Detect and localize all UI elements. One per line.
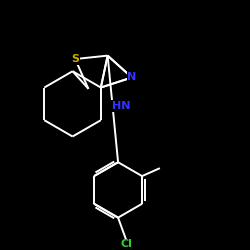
Text: N: N	[127, 72, 136, 83]
Text: N: N	[127, 72, 136, 83]
Text: S: S	[71, 54, 79, 64]
Text: HN: HN	[112, 101, 130, 111]
Text: Cl: Cl	[120, 239, 132, 249]
